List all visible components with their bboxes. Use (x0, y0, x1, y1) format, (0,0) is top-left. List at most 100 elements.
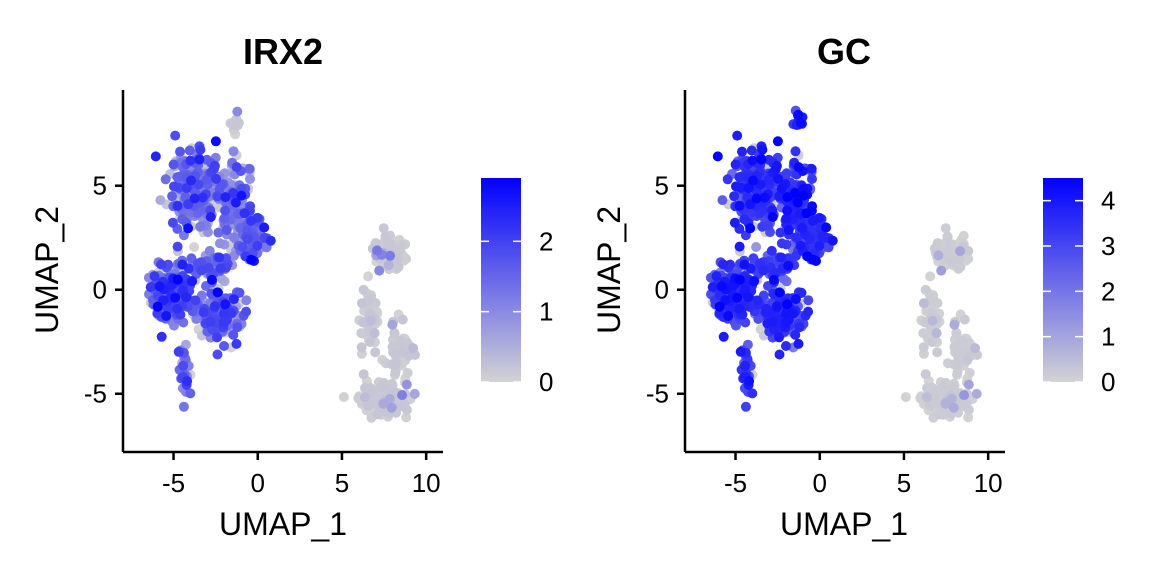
scatter-point (959, 401, 970, 412)
scatter-point (722, 174, 733, 185)
scatter-point (735, 346, 746, 357)
colorbar-gradient (1043, 178, 1083, 382)
scatter-point (748, 276, 759, 287)
colorbar-gradient (481, 178, 521, 382)
scatter-point (776, 252, 787, 263)
scatter-point (209, 160, 220, 171)
colorbar-tick-label: 0 (539, 367, 553, 397)
scatter-point (246, 254, 257, 265)
scatter-point (766, 245, 777, 256)
scatter-point (259, 222, 270, 233)
scatter-point (169, 181, 179, 192)
scatter-point (369, 328, 380, 339)
scatter-point (185, 155, 196, 166)
scatter-point (746, 145, 757, 156)
x-tick-label: 0 (813, 468, 827, 498)
scatter-point (752, 295, 763, 306)
scatter-point (161, 311, 172, 321)
scatter-point (241, 306, 252, 317)
scatter-point (783, 225, 794, 235)
scatter-point (808, 215, 818, 226)
scatter-points (705, 105, 982, 423)
scatter-point (190, 295, 201, 306)
scatter-point (743, 292, 754, 303)
y-tick-label: 0 (655, 275, 669, 305)
scatter-point (193, 179, 204, 190)
scatter-point (386, 402, 397, 413)
scatter-point (183, 223, 194, 234)
scatter-point (763, 175, 774, 186)
scatter-point (751, 242, 762, 252)
scatter-point (954, 254, 965, 264)
scatter-point (172, 274, 183, 285)
scatter-point (409, 388, 420, 399)
scatter-point (918, 328, 929, 339)
scatter-point (397, 401, 408, 412)
scatter-point (732, 292, 743, 303)
scatter-point (963, 253, 974, 264)
y-tick-label: 5 (93, 171, 107, 201)
scatter-point (220, 192, 231, 203)
scatter-point (152, 301, 163, 312)
scatter-point (782, 299, 793, 310)
scatter-point (195, 221, 206, 232)
colorbar-tick-label: 1 (539, 297, 553, 327)
scatter-point (737, 146, 747, 157)
scatter-point (776, 183, 787, 194)
scatter-point (241, 295, 252, 306)
scatter-point (195, 205, 206, 216)
scatter-point (936, 265, 947, 276)
scatter-point (181, 292, 192, 303)
scatter-point (155, 195, 166, 206)
scatter-point (774, 332, 784, 343)
scatter-point (714, 301, 725, 312)
scatter-point (205, 212, 216, 222)
scatter-point (356, 298, 367, 309)
scatter-point (231, 162, 242, 173)
scatter-point (228, 119, 239, 130)
scatter-point (771, 301, 782, 312)
scatter-point (803, 295, 814, 306)
x-tick-label: -5 (162, 468, 185, 498)
scatter-point (216, 274, 227, 284)
colorbar: 0 1 2 (481, 178, 553, 397)
scatter-point (925, 401, 935, 411)
scatter-point (182, 376, 193, 387)
scatter-point (938, 381, 949, 392)
scatter-point (734, 303, 745, 314)
scatter-point (231, 338, 242, 349)
axes: -5 0 5 10 -5 0 5 (646, 90, 1005, 498)
scatter-point (365, 315, 376, 326)
y-tick-label: -5 (84, 379, 107, 409)
scatter-point (776, 238, 787, 249)
scatter-point (959, 390, 970, 401)
scatter-point (781, 341, 791, 351)
scatter-point (209, 301, 220, 312)
scatter-point (927, 315, 938, 326)
scatter-point (956, 335, 967, 346)
scatter-point (215, 263, 226, 274)
colorbar: 0 1 2 3 4 (1043, 178, 1115, 397)
scatter-point (821, 222, 832, 233)
scatter-point (757, 205, 768, 216)
scatter-point (408, 343, 419, 354)
scatter-point (177, 259, 188, 270)
scatter-point (252, 240, 263, 251)
scatter-point (363, 401, 373, 411)
scatter-point (229, 232, 239, 243)
scatter-point (242, 234, 253, 245)
scatter-point (793, 338, 804, 349)
scatter-point (170, 292, 181, 303)
scatter-point (740, 401, 751, 412)
scatter-point (744, 376, 755, 387)
scatter-point (920, 317, 931, 328)
scatter-point (186, 175, 197, 186)
scatter-point (367, 387, 378, 398)
scatter-point (790, 329, 801, 340)
scatter-point (265, 235, 276, 246)
scatter-point (801, 208, 812, 219)
scatter-point (172, 241, 183, 252)
y-tick-label: 0 (93, 275, 107, 305)
scatter-point (711, 271, 722, 282)
panel-title: IRX2 (243, 31, 323, 72)
